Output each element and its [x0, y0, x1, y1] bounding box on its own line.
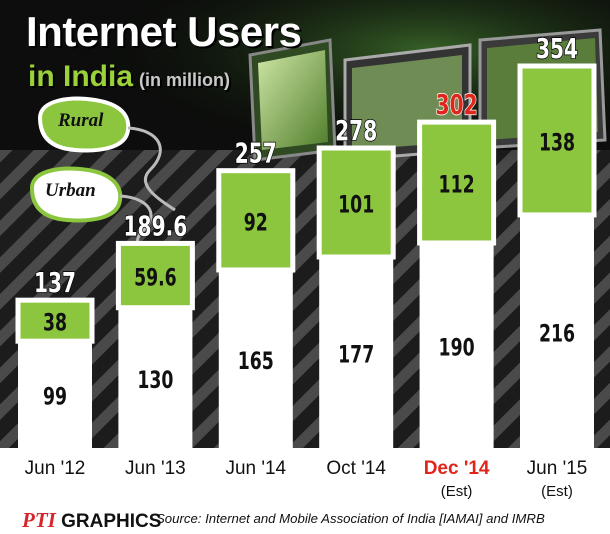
urban-value-label-1: 130	[137, 366, 173, 394]
unit-label: (in million)	[139, 70, 230, 90]
bar-rural-3	[316, 145, 396, 260]
x-tick-note-5: (Est)	[541, 483, 573, 500]
urban-value-label-5: 216	[539, 320, 575, 348]
bar-urban-4	[419, 242, 494, 448]
bar-rural-2	[216, 168, 296, 273]
urban-value-label-0: 99	[43, 383, 67, 411]
rural-value-label-0: 38	[43, 309, 67, 337]
x-tick-label-3: Oct '14	[326, 458, 386, 479]
footer: PTI GRAPHICS Source: Internet and Mobile…	[0, 502, 610, 534]
pti-logo-text: GRAPHICS	[61, 511, 162, 532]
legend-rural-mouse	[37, 96, 176, 212]
x-tick-label-1: Jun '13	[125, 458, 186, 479]
bar-urban-1	[118, 307, 193, 448]
rural-value-label-5: 138	[539, 129, 575, 157]
bar-urban-3	[319, 257, 394, 448]
legend-urban-label: Urban	[45, 180, 96, 201]
urban-value-label-3: 177	[338, 341, 374, 369]
chart-title: Internet Users	[26, 8, 302, 55]
chart-subtitle: in India (in million)	[28, 60, 230, 94]
total-label-4: 302	[436, 88, 478, 121]
rural-value-label-2: 92	[244, 209, 268, 237]
urban-value-label-2: 165	[238, 347, 274, 375]
x-tick-note-4: (Est)	[441, 483, 473, 500]
pti-graphics-logo: PTI GRAPHICS	[22, 508, 161, 533]
bar-urban-5	[520, 214, 594, 448]
x-tick-label-0: Jun '12	[25, 458, 86, 479]
x-tick-label-2: Jun '14	[225, 458, 286, 479]
bar-rural-5	[517, 63, 597, 218]
rural-value-label-3: 101	[338, 191, 374, 219]
urban-value-label-4: 190	[439, 334, 475, 362]
x-axis-band	[0, 448, 610, 504]
bar-rural-4	[417, 119, 497, 246]
total-label-2: 257	[235, 136, 277, 169]
total-label-0: 137	[34, 266, 76, 299]
rural-value-label-1: 59.6	[134, 264, 177, 292]
legend-rural-label: Rural	[58, 110, 104, 131]
total-label-1: 189.6	[124, 209, 188, 242]
bar-urban-0	[18, 341, 92, 448]
bar-rural-0	[15, 297, 95, 344]
bar-rural-1	[115, 240, 195, 311]
bars-group: 99 38 137 Jun '12 130 59.6 189.6 Jun '13 165 92 25…	[0, 31, 610, 504]
subtitle-text: in India	[28, 60, 133, 93]
total-label-5: 354	[536, 32, 578, 65]
total-label-3: 278	[335, 114, 377, 147]
x-tick-label-5: Jun '15	[527, 458, 588, 479]
pti-logo-mark: PTI	[22, 508, 56, 532]
source-note: Source: Internet and Mobile Association …	[156, 511, 545, 526]
legend-urban-mouse	[29, 166, 166, 264]
bar-urban-2	[218, 269, 293, 448]
x-tick-label-4: Dec '14	[424, 458, 490, 479]
rural-value-label-4: 112	[439, 171, 475, 199]
